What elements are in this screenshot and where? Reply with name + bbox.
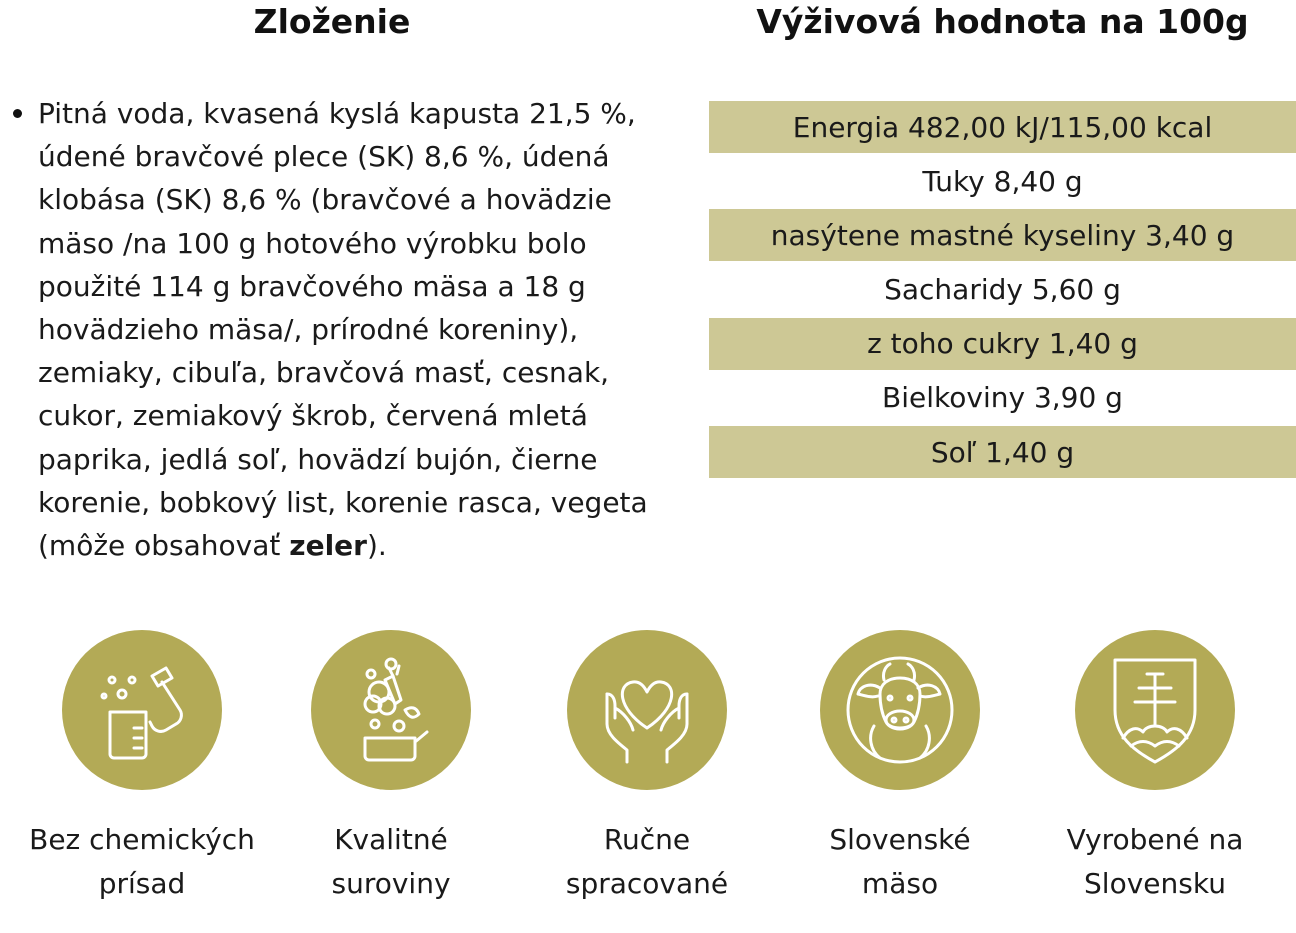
feature-label: Kvalitné suroviny (261, 818, 521, 906)
feature-label-line1: Bez chemických (29, 823, 255, 856)
ingredients-item: Pitná voda, kvasená kyslá kapusta 21,5 %… (10, 92, 690, 567)
feature-label-line2: spracované (565, 867, 729, 900)
feature-label-line2: Slovensku (1084, 867, 1226, 900)
feature-label-line2: prísad (98, 867, 186, 900)
feature-label-line2: mäso (861, 867, 939, 900)
feature-label-line2: suroviny (331, 867, 451, 900)
ingredients-text: Pitná voda, kvasená kyslá kapusta 21,5 %… (38, 97, 648, 563)
feature-label: Vyrobené na Slovensku (1025, 818, 1285, 906)
lab-flask-icon (62, 630, 222, 790)
feature-label-line1: Vyrobené na (1066, 823, 1244, 856)
nutrition-heading: Výživová hodnota na 100g (756, 2, 1249, 41)
ingredients-heading: Zloženie (253, 2, 411, 41)
feature-label-line1: Ručne (603, 823, 691, 856)
nutrition-row-energy: Energia 482,00 kJ/115,00 kcal (709, 101, 1296, 153)
feature-label: Slovenské mäso (770, 818, 1030, 906)
feature-quality-ingredients: Kvalitné suroviny (261, 630, 521, 906)
nutrition-row-sugars: z toho cukry 1,40 g (709, 317, 1296, 370)
hands-heart-icon (567, 630, 727, 790)
slovak-emblem-icon (1075, 630, 1235, 790)
ingredients-list: Pitná voda, kvasená kyslá kapusta 21,5 %… (10, 92, 690, 567)
nutrition-row-protein: Bielkoviny 3,90 g (882, 381, 1123, 415)
vegetables-icon (311, 630, 471, 790)
ingredients-text-end: ). (366, 529, 387, 563)
feature-made-in-slovakia: Vyrobené na Slovensku (1025, 630, 1285, 906)
nutrition-row-fat: Tuky 8,40 g (922, 164, 1083, 198)
feature-handmade: Ručne spracované (517, 630, 777, 906)
feature-label-line1: Kvalitné (334, 823, 448, 856)
nutrition-table: Energia 482,00 kJ/115,00 kcal Tuky 8,40 … (709, 100, 1296, 479)
allergen-celery: zeler (289, 529, 367, 563)
feature-no-chemicals: Bez chemických prísad (12, 630, 272, 906)
feature-label: Bez chemických prísad (12, 818, 272, 906)
nutrition-row-carbohydrates: Sacharidy 5,60 g (884, 273, 1121, 307)
feature-label-line1: Slovenské (829, 823, 971, 856)
feature-slovak-meat: Slovenské mäso (770, 630, 1030, 906)
nutrition-row-salt: Soľ 1,40 g (709, 426, 1296, 479)
feature-label: Ručne spracované (517, 818, 777, 906)
cow-icon (820, 630, 980, 790)
nutrition-row-saturated-fat: nasýtene mastné kyseliny 3,40 g (709, 209, 1296, 262)
bullet-icon (13, 109, 22, 118)
